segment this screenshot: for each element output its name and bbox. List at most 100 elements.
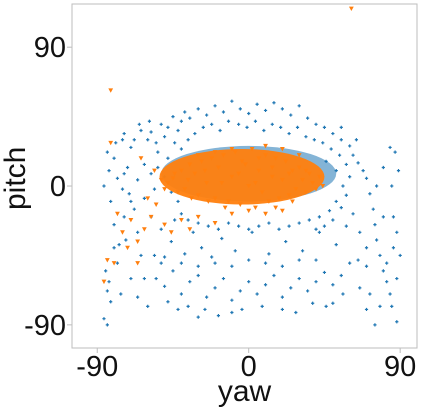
data-point-blue [364, 264, 369, 268]
data-point-blue [119, 292, 123, 296]
data-point-orange [296, 153, 302, 158]
data-point-blue [176, 128, 180, 133]
data-point-blue [356, 161, 360, 165]
data-point-blue [159, 227, 163, 231]
data-point-blue [188, 116, 192, 120]
data-point-orange [172, 171, 178, 177]
data-point-orange [279, 147, 285, 152]
data-point-blue [115, 176, 120, 180]
data-point-orange [175, 190, 181, 195]
data-point-blue [213, 286, 217, 290]
data-point-blue [398, 253, 402, 258]
data-point-blue [127, 192, 131, 196]
data-point-blue [314, 280, 318, 284]
data-point-blue [152, 187, 157, 191]
data-point-orange [313, 187, 319, 192]
data-point-blue [324, 159, 328, 163]
data-point-blue [132, 207, 136, 211]
data-point-blue [267, 252, 271, 256]
data-point-blue [122, 131, 126, 136]
data-point-blue [205, 113, 209, 117]
data-point-orange [195, 193, 201, 198]
data-point-blue [322, 125, 327, 130]
data-point-blue [213, 104, 217, 108]
data-point-blue [105, 323, 109, 327]
data-point-orange [158, 177, 164, 183]
data-point-orange [153, 202, 159, 207]
data-point-blue [289, 113, 293, 117]
data-point-blue [206, 224, 210, 228]
data-point-blue [230, 264, 234, 268]
data-point-orange [286, 193, 292, 198]
data-point-blue [297, 221, 301, 225]
data-point-orange [256, 156, 262, 161]
data-point-blue [139, 128, 143, 133]
data-point-orange [273, 205, 279, 211]
data-point-orange [310, 180, 316, 186]
data-point-blue [297, 276, 301, 281]
data-point-orange [138, 156, 144, 161]
data-point-orange [216, 165, 221, 170]
data-point-orange [202, 168, 208, 174]
x-tick-label: -90 [76, 351, 118, 383]
data-point-blue [262, 128, 266, 133]
data-point-orange [108, 140, 114, 146]
data-point-blue [327, 209, 332, 213]
data-point-blue [147, 119, 152, 123]
data-point-blue [226, 221, 231, 225]
data-point-blue [297, 104, 301, 108]
data-point-blue [179, 119, 183, 123]
data-point-blue [238, 107, 242, 111]
data-point-orange [303, 190, 309, 195]
data-point-blue [304, 135, 308, 139]
data-point-blue [122, 172, 126, 176]
data-point-blue [129, 276, 133, 281]
data-point-blue [120, 138, 125, 142]
data-point-blue [381, 165, 385, 170]
data-point-orange [212, 221, 218, 226]
data-point-orange [148, 214, 154, 220]
data-point-blue [221, 276, 226, 281]
data-point-blue [255, 102, 259, 106]
data-point-blue [344, 224, 348, 228]
data-point-blue [334, 169, 338, 173]
data-point-blue [321, 141, 325, 145]
data-point-orange [276, 196, 282, 201]
data-point-blue [115, 261, 120, 265]
data-point-blue [171, 115, 175, 119]
data-point-blue [173, 141, 177, 145]
data-point-blue [375, 238, 379, 242]
data-point-blue [156, 150, 160, 154]
data-point-blue [341, 292, 345, 296]
data-point-blue [331, 131, 335, 136]
data-point-orange [152, 168, 157, 174]
data-point-blue [129, 145, 133, 150]
data-point-orange [165, 180, 171, 186]
data-point-blue [388, 292, 392, 296]
data-point-blue [267, 221, 271, 225]
data-point-orange [135, 261, 141, 266]
data-point-blue [344, 193, 348, 197]
data-point-blue [105, 150, 109, 154]
data-point-orange [108, 88, 114, 93]
data-point-blue [136, 295, 140, 299]
data-point-blue [154, 141, 158, 145]
data-point-orange [182, 187, 188, 192]
data-point-blue [205, 295, 209, 299]
data-point-blue [139, 253, 143, 258]
data-point-blue [344, 162, 348, 167]
data-point-orange [283, 159, 289, 164]
data-point-orange [263, 211, 268, 217]
data-point-blue [364, 246, 369, 250]
data-point-blue [322, 270, 327, 275]
data-point-blue [213, 261, 217, 265]
data-point-orange [269, 165, 275, 170]
data-point-blue [124, 238, 128, 242]
data-point-blue [280, 107, 284, 111]
data-point-blue [250, 230, 254, 234]
data-point-blue [395, 230, 399, 234]
data-point-blue [317, 215, 321, 219]
data-point-blue [272, 101, 276, 105]
data-point-blue [280, 307, 284, 312]
data-point-orange [222, 205, 228, 211]
